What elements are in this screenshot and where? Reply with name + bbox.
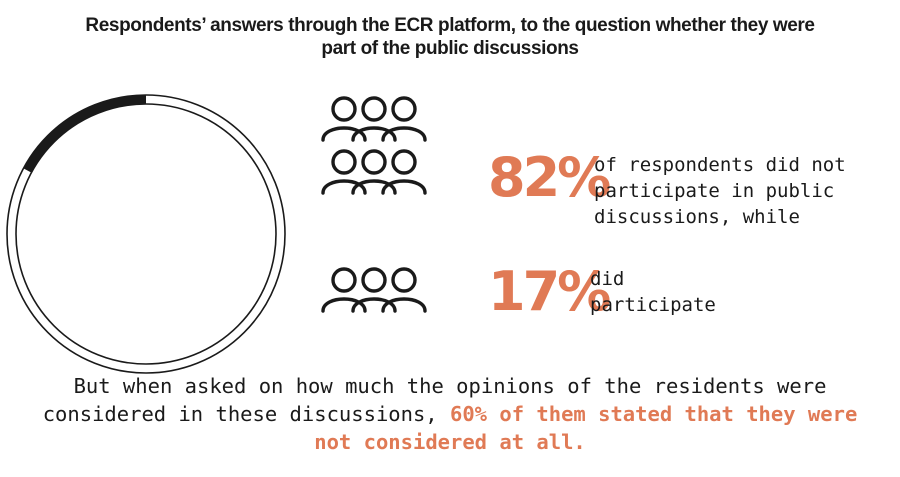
percent-did-not-participate: 82% bbox=[488, 146, 611, 209]
chart-title: Respondents’ answers through the ECR pla… bbox=[60, 14, 840, 60]
did-not-participate-description: of respondents did not participate in pu… bbox=[594, 152, 846, 230]
did-not-participate-line-2: participate in public bbox=[594, 180, 835, 202]
did-participate-description: did participate bbox=[590, 266, 716, 318]
did-not-participate-line-1: of respondents did not bbox=[594, 154, 846, 176]
footnote-highlight: 60% of them stated that they were not co… bbox=[314, 402, 858, 454]
people-group-icon bbox=[321, 96, 427, 195]
chart-title-line-2: part of the public discussions bbox=[321, 38, 579, 59]
did-participate-line-2: participate bbox=[590, 294, 716, 316]
percent-did-participate: 17% bbox=[488, 260, 611, 323]
footnote-text: But when asked on how much the opinions … bbox=[42, 374, 827, 426]
did-participate-line-1: did bbox=[590, 268, 625, 290]
people-group-small-icon bbox=[321, 267, 427, 313]
donut-ring-inner bbox=[15, 103, 277, 365]
donut-chart bbox=[6, 94, 286, 374]
did-not-participate-line-3: discussions, while bbox=[594, 206, 800, 228]
chart-title-line-1: Respondents’ answers through the ECR pla… bbox=[85, 15, 815, 36]
donut-slice-did-participate bbox=[23, 95, 146, 173]
footnote: But when asked on how much the opinions … bbox=[20, 372, 880, 456]
